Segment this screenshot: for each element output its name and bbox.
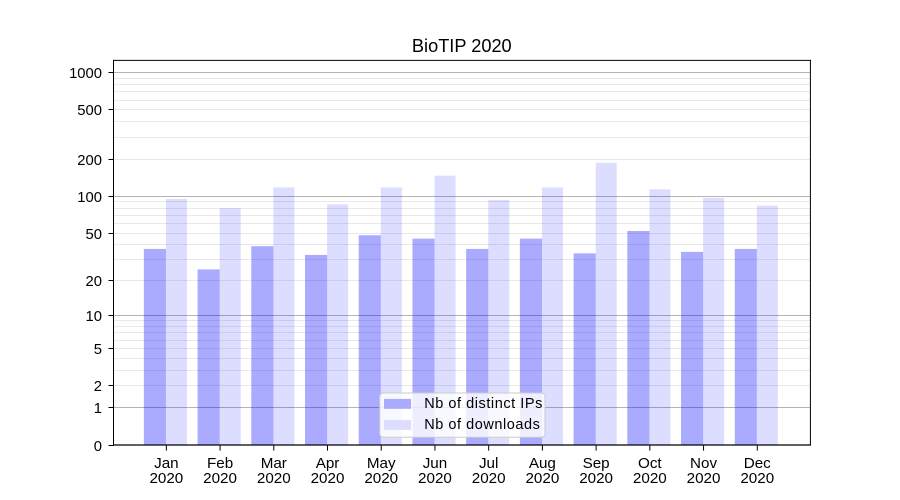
- svg-text:Jul: Jul: [479, 455, 498, 472]
- svg-text:2020: 2020: [633, 470, 667, 487]
- svg-text:100: 100: [77, 190, 102, 206]
- svg-text:Oct: Oct: [638, 455, 662, 472]
- svg-text:2020: 2020: [364, 470, 398, 487]
- svg-text:2020: 2020: [687, 470, 721, 487]
- svg-text:2020: 2020: [740, 470, 774, 487]
- svg-text:500: 500: [77, 103, 102, 119]
- svg-text:200: 200: [77, 153, 102, 169]
- svg-text:2020: 2020: [257, 470, 291, 487]
- svg-text:Aug: Aug: [529, 455, 556, 472]
- svg-text:BioTIP 2020: BioTIP 2020: [412, 36, 512, 56]
- svg-text:Nb of downloads: Nb of downloads: [424, 417, 540, 433]
- svg-text:10: 10: [86, 309, 102, 325]
- svg-text:50: 50: [86, 227, 102, 243]
- svg-text:Dec: Dec: [744, 455, 771, 472]
- svg-text:20: 20: [86, 274, 102, 290]
- svg-text:2020: 2020: [472, 470, 506, 487]
- svg-text:Mar: Mar: [261, 455, 287, 472]
- svg-text:1000: 1000: [69, 66, 102, 82]
- svg-text:1: 1: [94, 401, 102, 417]
- svg-text:Apr: Apr: [316, 455, 340, 472]
- svg-text:2020: 2020: [149, 470, 183, 487]
- svg-text:May: May: [367, 455, 396, 472]
- svg-text:2020: 2020: [418, 470, 452, 487]
- svg-text:Jan: Jan: [154, 455, 179, 472]
- svg-text:Jun: Jun: [423, 455, 448, 472]
- svg-text:5: 5: [94, 342, 102, 358]
- svg-text:Nb of distinct IPs: Nb of distinct IPs: [424, 396, 543, 412]
- svg-text:2020: 2020: [203, 470, 237, 487]
- svg-text:2: 2: [94, 379, 102, 395]
- svg-text:Feb: Feb: [207, 455, 233, 472]
- svg-text:Sep: Sep: [583, 455, 610, 472]
- svg-text:0: 0: [94, 439, 102, 455]
- svg-text:Nov: Nov: [690, 455, 717, 472]
- svg-text:2020: 2020: [579, 470, 613, 487]
- svg-text:2020: 2020: [525, 470, 559, 487]
- svg-text:2020: 2020: [311, 470, 345, 487]
